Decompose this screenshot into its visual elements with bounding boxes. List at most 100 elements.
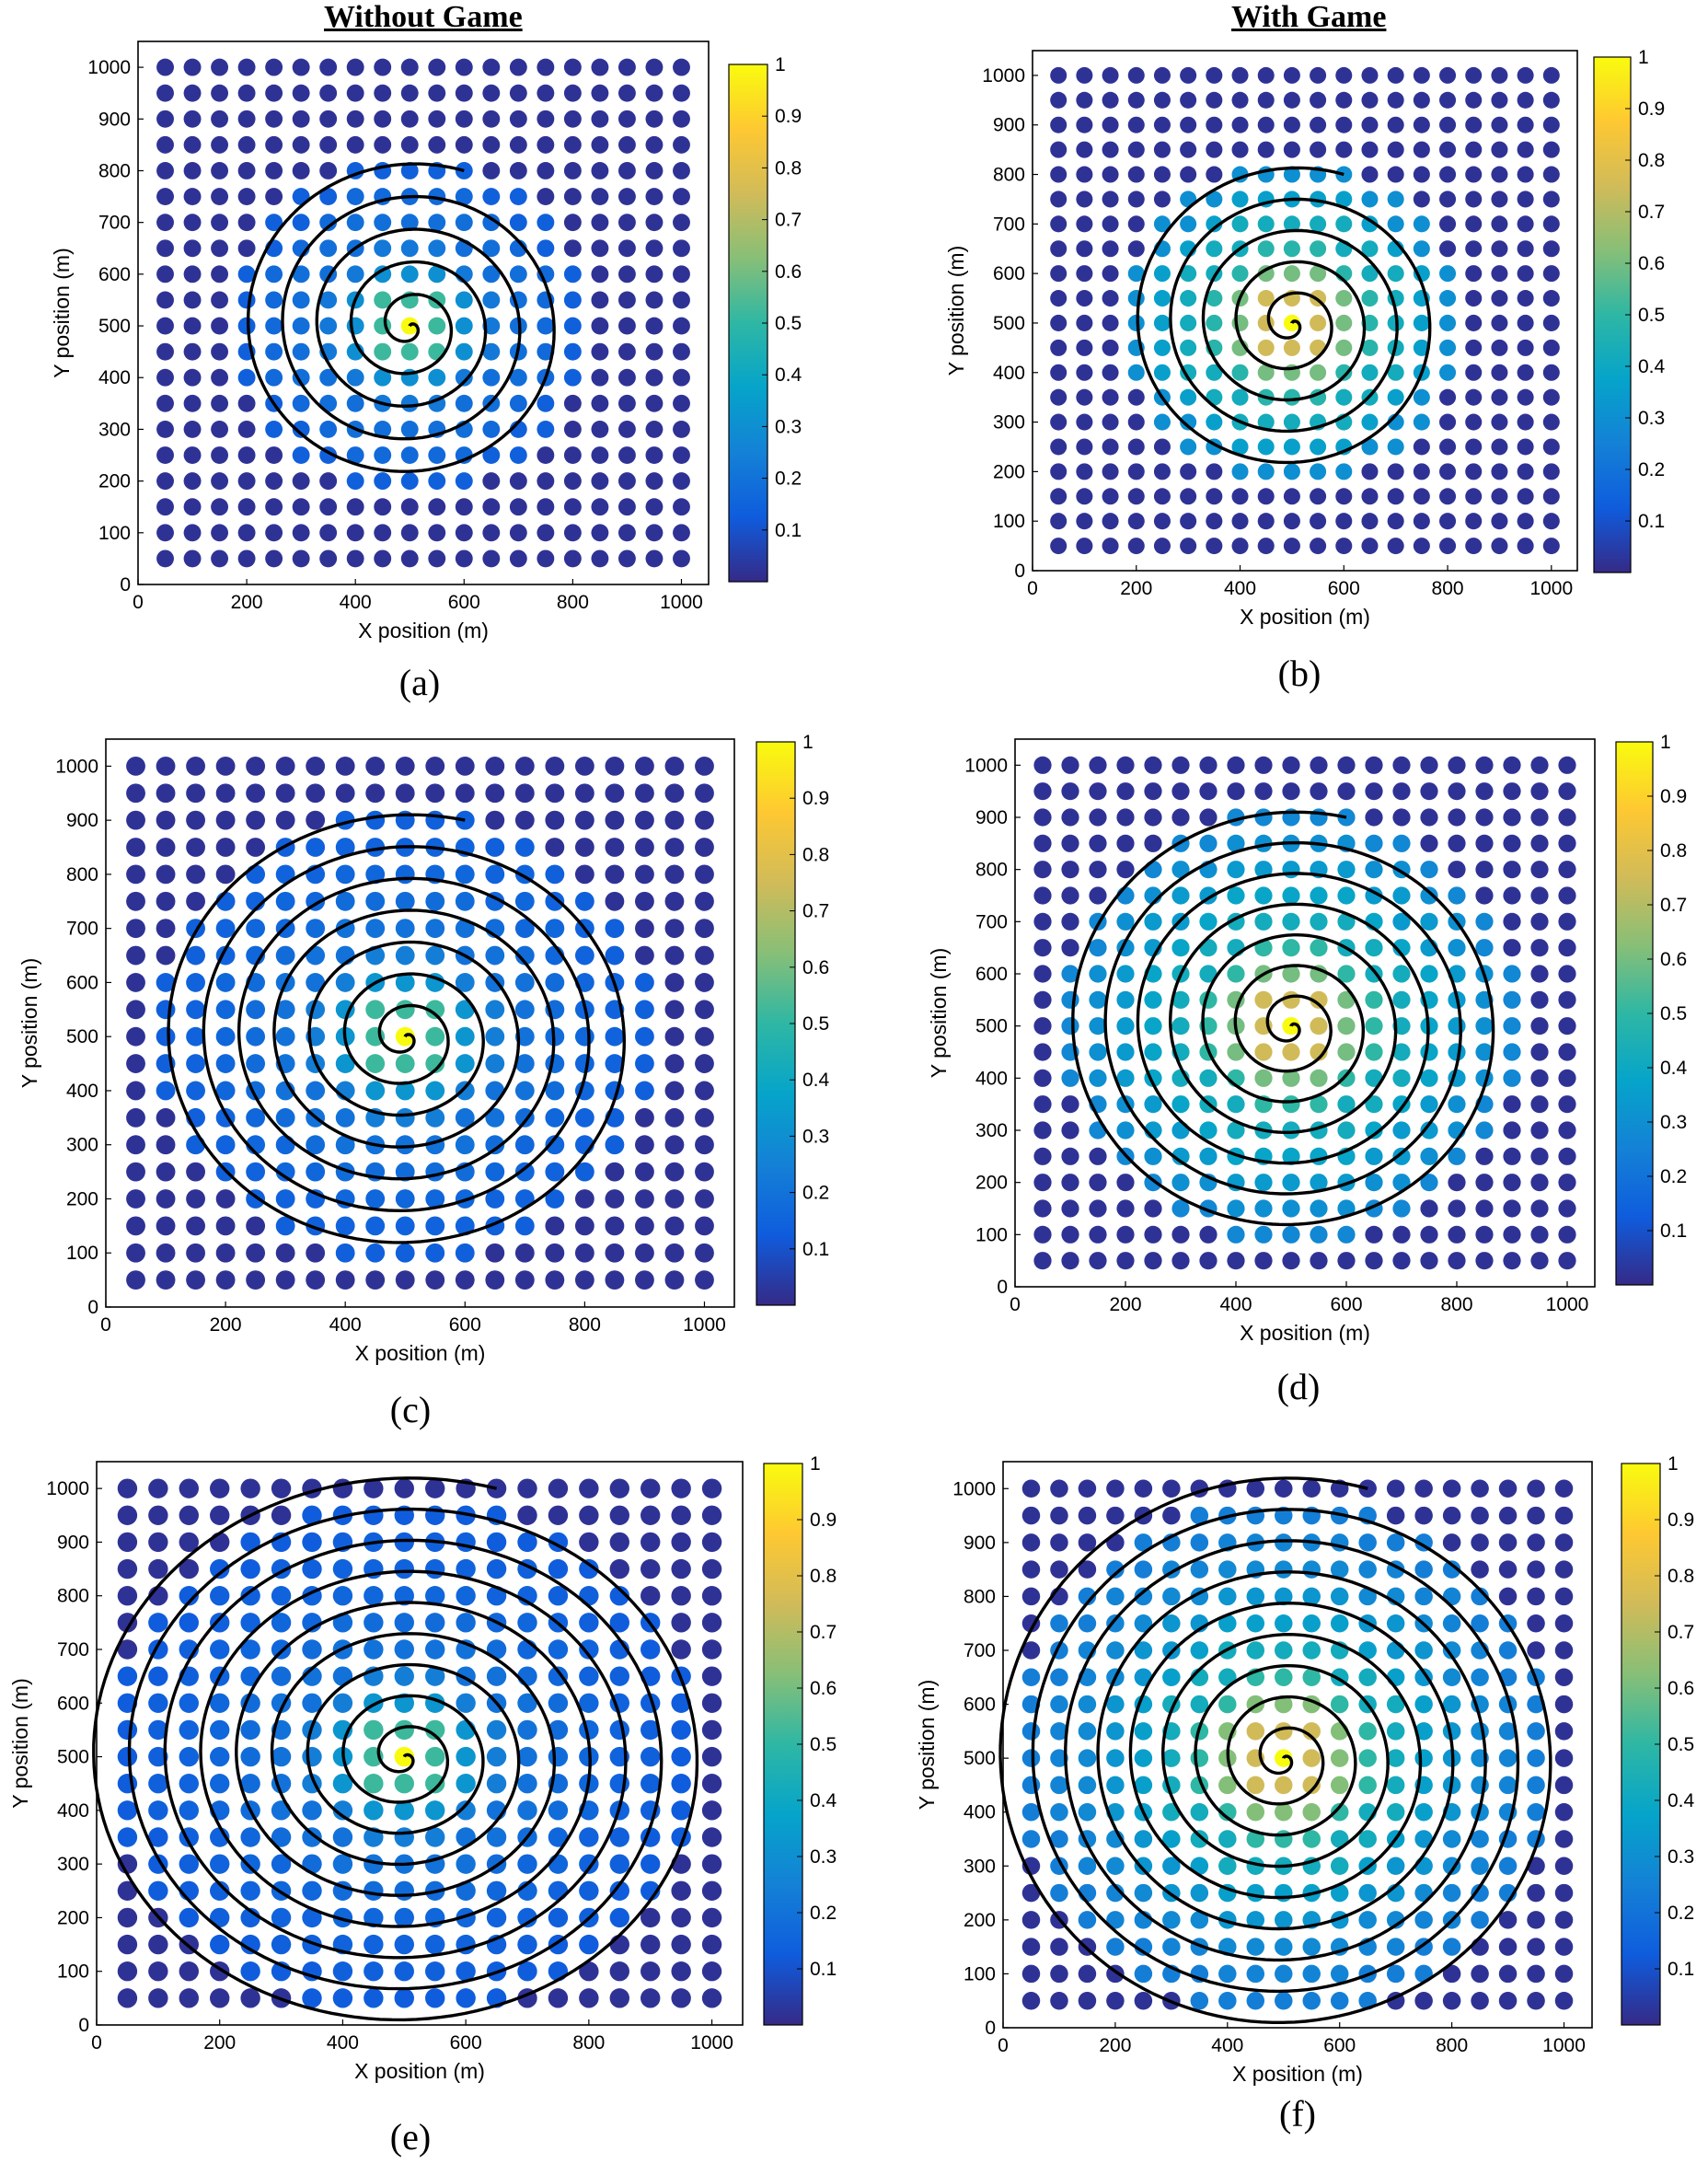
y-tick-label: 600 (975, 964, 1008, 985)
sensor-point (319, 239, 338, 258)
sensor-point (1414, 1857, 1433, 1876)
sensor-point (1392, 990, 1411, 1009)
sensor-point (1414, 1749, 1433, 1767)
sensor-point (1050, 166, 1068, 183)
sensor-point (574, 756, 594, 776)
sensor-point (332, 1586, 353, 1606)
sensor-point (1542, 438, 1560, 456)
sensor-point (148, 1800, 168, 1821)
sensor-point (275, 1135, 295, 1155)
sensor-point (509, 472, 527, 491)
sensor-point (664, 1026, 685, 1047)
colorbar (1615, 741, 1654, 1286)
spiral-trajectory (998, 1476, 1552, 2024)
sensor-point (1199, 834, 1218, 852)
sensor-point (346, 524, 364, 542)
sensor-point (486, 1827, 507, 1847)
sensor-point (1414, 1587, 1433, 1606)
sensor-point (211, 342, 229, 361)
sensor-point (1275, 1883, 1293, 1903)
sensor-point (1517, 364, 1534, 381)
sensor-point (246, 1000, 266, 1020)
sensor-point (1102, 513, 1119, 530)
sensor-point (1414, 1479, 1433, 1498)
sensor-point (1448, 834, 1466, 852)
sensor-point (1465, 339, 1483, 356)
sensor-point (617, 394, 636, 412)
sensor-point (374, 84, 392, 102)
sensor-point (1491, 314, 1508, 331)
sensor-point (302, 1746, 322, 1767)
sensor-point (1358, 1533, 1377, 1552)
sensor-point (1076, 265, 1093, 283)
sensor-point (1153, 314, 1171, 331)
colorbar-tick-label: 0.9 (1668, 1510, 1694, 1531)
sensor-point (1517, 413, 1534, 431)
sensor-point (640, 1934, 661, 1955)
sensor-point (695, 1107, 714, 1128)
sensor-point (1310, 939, 1328, 957)
sensor-point (1498, 1533, 1518, 1552)
panel-caption: (f) (1279, 2093, 1316, 2135)
sensor-point (186, 1135, 205, 1155)
sensor-point (1033, 1252, 1052, 1270)
sensor-point (1413, 413, 1430, 431)
sensor-point (246, 1162, 266, 1182)
sensor-point (1089, 1147, 1107, 1165)
sensor-point (1050, 463, 1068, 480)
sensor-point (1231, 314, 1249, 331)
sensor-point (428, 446, 446, 464)
sensor-point (537, 265, 555, 283)
sensor-point (237, 291, 256, 309)
sensor-point (319, 317, 338, 335)
sensor-point (156, 188, 174, 206)
sensor-point (186, 864, 205, 885)
sensor-point (671, 1693, 691, 1713)
sensor-point (640, 1586, 661, 1606)
sensor-point (1116, 861, 1135, 879)
sensor-point (186, 810, 205, 830)
sensor-point (1127, 413, 1145, 431)
sensor-point (156, 135, 174, 154)
sensor-point (428, 58, 446, 76)
sensor-point (1162, 1668, 1181, 1687)
sensor-point (1144, 782, 1162, 801)
sensor-point (1089, 808, 1107, 827)
sensor-point (1558, 965, 1576, 983)
sensor-point (1283, 265, 1300, 283)
sensor-point (1162, 1830, 1181, 1848)
sensor-point (1089, 1043, 1107, 1061)
sensor-point (1554, 1560, 1574, 1579)
sensor-point (240, 1719, 260, 1741)
sensor-point (1078, 1964, 1097, 1984)
sensor-point (1554, 1964, 1574, 1984)
sensor-point (1530, 1017, 1549, 1035)
sensor-point (335, 1000, 355, 1020)
sensor-point (1517, 141, 1534, 158)
sensor-point (237, 188, 256, 206)
sensor-point (509, 58, 527, 76)
sensor-point (126, 783, 145, 804)
sensor-point (365, 1243, 386, 1263)
y-tick-label: 900 (98, 109, 131, 130)
sensor-point (156, 783, 176, 804)
sensor-point (1420, 1069, 1438, 1087)
sensor-point (579, 1934, 599, 1955)
sensor-point (275, 1189, 295, 1209)
sensor-point (1078, 1614, 1097, 1633)
sensor-point (1153, 290, 1171, 307)
sensor-point (1218, 1991, 1237, 2010)
sensor-point (117, 1988, 138, 2008)
sensor-point (1439, 538, 1457, 555)
colorbar-tick-label: 0.3 (775, 416, 802, 437)
sensor-point (664, 1189, 685, 1209)
sensor-point (117, 1827, 138, 1847)
sensor-point (1061, 808, 1079, 827)
sensor-point (271, 1586, 292, 1606)
sensor-point (701, 1907, 722, 1928)
y-axis-label: Y position (m) (944, 246, 968, 376)
sensor-point (1275, 1749, 1293, 1767)
sensor-point (1361, 265, 1379, 283)
sensor-point (1558, 808, 1576, 827)
sensor-point (1335, 538, 1353, 555)
